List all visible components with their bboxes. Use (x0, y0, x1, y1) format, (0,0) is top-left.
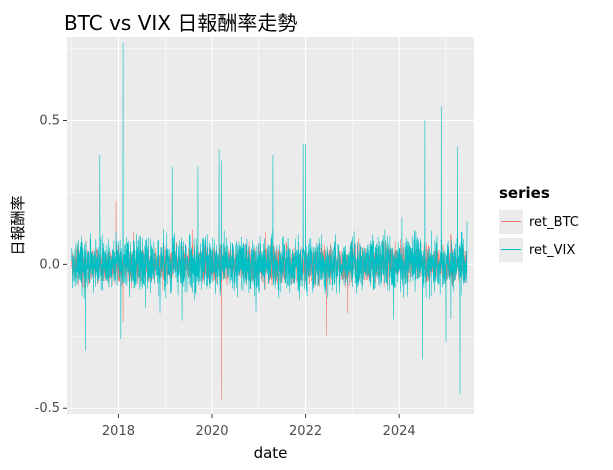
y-axis-title: 日報酬率 (9, 195, 27, 255)
chart-title: BTC vs VIX 日報酬率走勢 (64, 11, 298, 35)
legend-item-ret-btc: ret_BTC (499, 208, 609, 236)
x-tick-label: 2022 (289, 424, 322, 439)
series-layer (71, 42, 468, 400)
legend: series ret_BTC ret_VIX (499, 184, 609, 264)
y-tick-label: -0.5 (35, 401, 60, 416)
x-tick-label: 2018 (102, 424, 135, 439)
x-tick-label: 2020 (195, 424, 228, 439)
legend-item-ret-vix: ret_VIX (499, 236, 609, 264)
y-tick-label: 0.5 (39, 113, 60, 128)
legend-label-ret-vix: ret_VIX (529, 242, 576, 258)
legend-label-ret-btc: ret_BTC (529, 214, 579, 230)
legend-key-ret-vix (499, 238, 523, 262)
legend-title: series (499, 184, 550, 202)
y-tick-label: 0.0 (39, 257, 60, 272)
x-tick-label: 2024 (383, 424, 416, 439)
legend-key-ret-btc (499, 210, 523, 234)
series-line-ret-vix (71, 42, 468, 394)
axis-ticks: 2018 2020 2022 2024 -0.5 0.0 0.5 (35, 113, 416, 439)
x-axis-title: date (254, 444, 288, 462)
plot-panel (67, 37, 474, 414)
